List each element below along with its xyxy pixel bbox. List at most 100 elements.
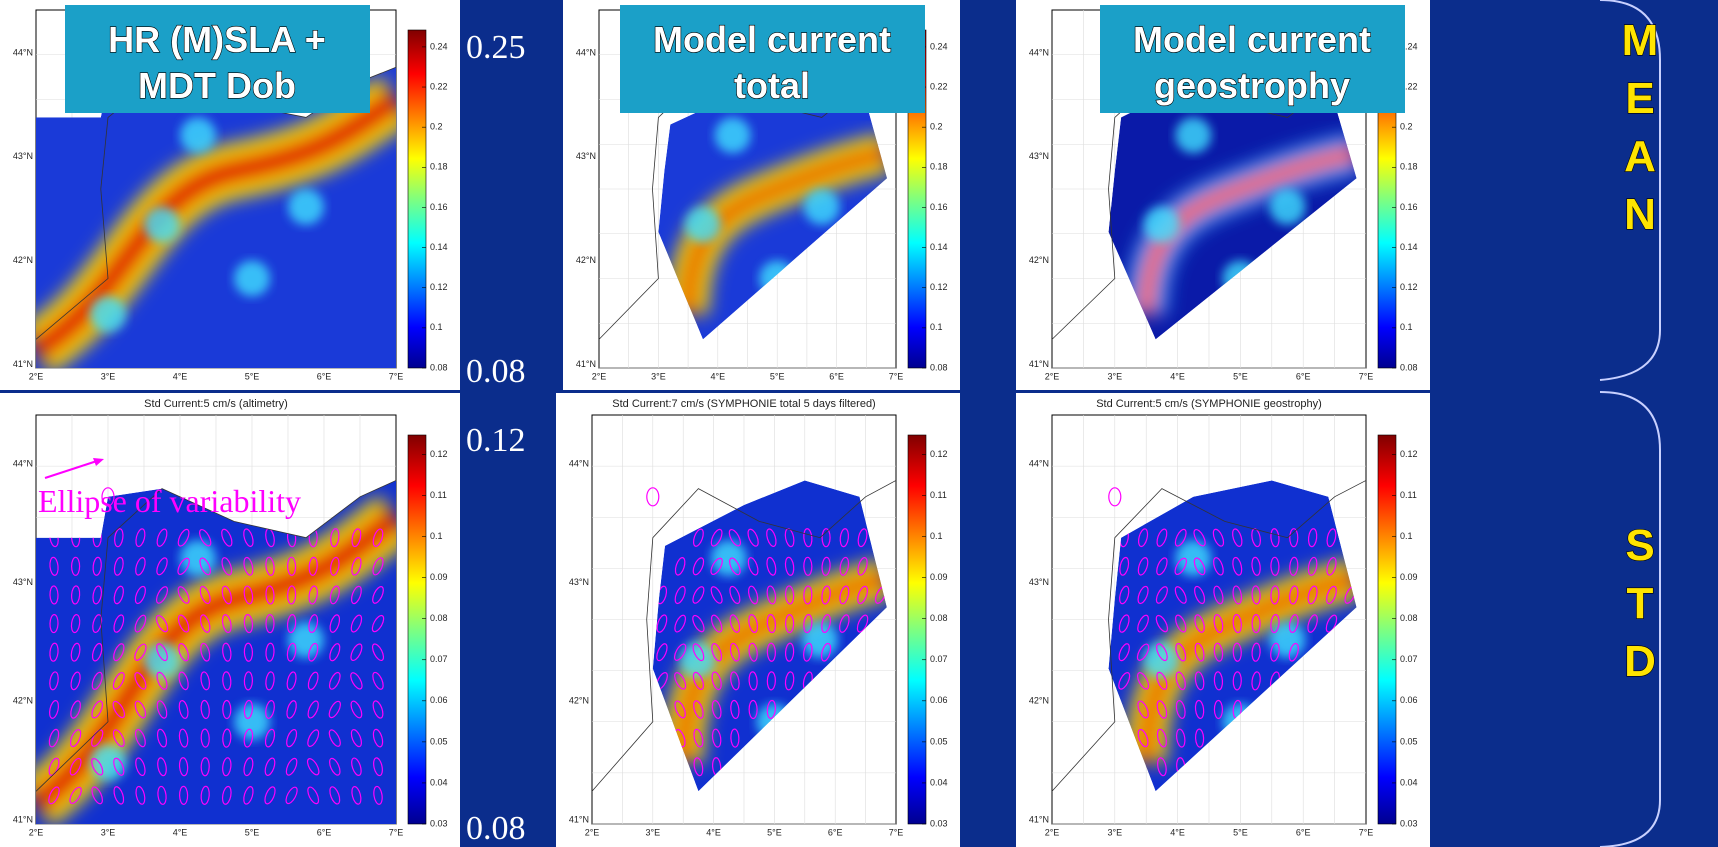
variability-ellipse: [1137, 557, 1149, 576]
variability-ellipse: [112, 672, 125, 690]
side-letter: E: [1625, 74, 1654, 123]
variability-ellipse: [1157, 757, 1167, 777]
lon-label: 3°E: [101, 371, 116, 381]
colorbar-tick: 0.07: [1400, 654, 1418, 664]
variability-ellipse: [113, 643, 125, 662]
variability-ellipse: [156, 528, 168, 547]
variability-ellipse: [1193, 557, 1206, 576]
variability-ellipse: [91, 700, 104, 719]
reference-ellipse: [101, 487, 115, 507]
variability-ellipse: [1138, 528, 1149, 548]
map-panel: Std Current:5 cm/s (altimetry) 44°N 43°N 42…: [0, 393, 460, 847]
variability-ellipse: [91, 729, 104, 747]
label-text: Model current: [1133, 19, 1371, 60]
variability-ellipse: [286, 614, 297, 634]
lat-label: 42°N: [13, 696, 33, 706]
variability-ellipse: [286, 700, 297, 719]
variability-ellipse: [748, 614, 759, 634]
variability-ellipse: [134, 700, 147, 719]
variability-ellipse: [177, 557, 190, 576]
colorbar-tick: 0.24: [430, 41, 448, 51]
variability-ellipse: [178, 728, 189, 748]
colorbar-tick: 0.11: [1400, 490, 1417, 500]
variability-ellipse: [308, 614, 319, 634]
variability-ellipse: [1156, 557, 1168, 576]
variability-ellipse: [730, 699, 740, 720]
lon-label: 2°E: [585, 827, 600, 837]
variability-ellipse: [1270, 585, 1280, 605]
annotation: Ellipse of variability: [38, 483, 301, 519]
variability-ellipse: [1251, 556, 1261, 576]
variability-ellipse: [1270, 614, 1280, 634]
field: [36, 67, 396, 368]
lon-label: 2°E: [1045, 371, 1060, 381]
variability-ellipse: [803, 585, 813, 605]
colorbar-tick: 0.22: [930, 81, 948, 91]
lat-label: 43°N: [1029, 577, 1049, 587]
variability-ellipse: [1156, 643, 1168, 662]
variability-ellipse: [729, 642, 740, 662]
band-inner: [36, 87, 396, 363]
current-band: [36, 495, 396, 824]
variability-ellipse: [243, 556, 254, 576]
variability-ellipse: [1118, 643, 1130, 662]
variability-ellipse: [178, 785, 189, 805]
variability-ellipse: [1137, 700, 1149, 719]
colorbar-tick: 0.08: [430, 613, 448, 623]
variability-ellipse: [1174, 586, 1187, 604]
variability-ellipse: [222, 699, 232, 720]
variability-ellipse: [200, 699, 210, 720]
variability-ellipse: [1156, 700, 1168, 719]
variability-ellipse: [1137, 672, 1150, 690]
lon-label: 4°E: [1170, 827, 1185, 837]
variability-ellipse: [729, 557, 741, 576]
variability-ellipse: [747, 557, 759, 576]
map-panel: Std Current:5 cm/s (SYMPHONIE geostrophy…: [1016, 393, 1430, 847]
variability-ellipse: [674, 672, 687, 690]
colorbar-tick: 0.09: [1400, 572, 1418, 582]
variability-ellipse: [329, 786, 341, 805]
colorbar-tick: 0.09: [430, 572, 448, 582]
variability-ellipse: [307, 700, 319, 719]
variability-ellipse: [308, 556, 318, 576]
variability-ellipse: [1251, 585, 1261, 605]
lon-label: 3°E: [101, 827, 116, 837]
variability-ellipse: [1194, 699, 1205, 720]
colorbar-tick: 0.04: [1400, 777, 1418, 787]
colorbar-tick: 0.16: [930, 202, 948, 212]
variability-ellipse: [308, 585, 318, 605]
label-text: Model current: [653, 19, 891, 60]
variability-ellipse: [1213, 642, 1224, 662]
variability-ellipse: [803, 556, 813, 576]
variability-ellipse: [839, 585, 850, 605]
lon-label: 6°E: [828, 827, 843, 837]
variability-ellipse: [49, 585, 59, 605]
variability-ellipse: [155, 614, 169, 633]
variability-ellipse: [286, 642, 297, 662]
lat-label: 43°N: [13, 577, 33, 587]
variability-ellipse: [157, 785, 167, 805]
variability-ellipse: [328, 700, 341, 719]
side-letter: D: [1624, 637, 1656, 686]
blob: [710, 540, 747, 577]
variability-ellipse: [373, 785, 383, 805]
variability-ellipse: [156, 643, 168, 662]
colorbar-tick: 0.2: [430, 122, 443, 132]
label-text: geostrophy: [1154, 65, 1350, 106]
variability-ellipse: [1156, 528, 1168, 547]
variability-ellipse: [200, 785, 210, 805]
lon-label: 3°E: [651, 371, 666, 381]
colorbar-tick: 0.18: [930, 162, 948, 172]
lat-label: 44°N: [576, 47, 596, 57]
variability-ellipse: [674, 585, 686, 605]
variability-ellipse: [1326, 557, 1337, 576]
colorbar-tick: 0.07: [430, 654, 448, 664]
variability-ellipse: [857, 585, 868, 605]
variability-ellipse: [711, 700, 722, 719]
variability-ellipse: [221, 785, 232, 805]
variability-ellipse: [112, 700, 126, 719]
variability-ellipse: [766, 671, 776, 691]
variability-ellipse: [1118, 672, 1131, 690]
colorbar-tick: 0.06: [1400, 695, 1418, 705]
variability-ellipse: [243, 671, 254, 691]
